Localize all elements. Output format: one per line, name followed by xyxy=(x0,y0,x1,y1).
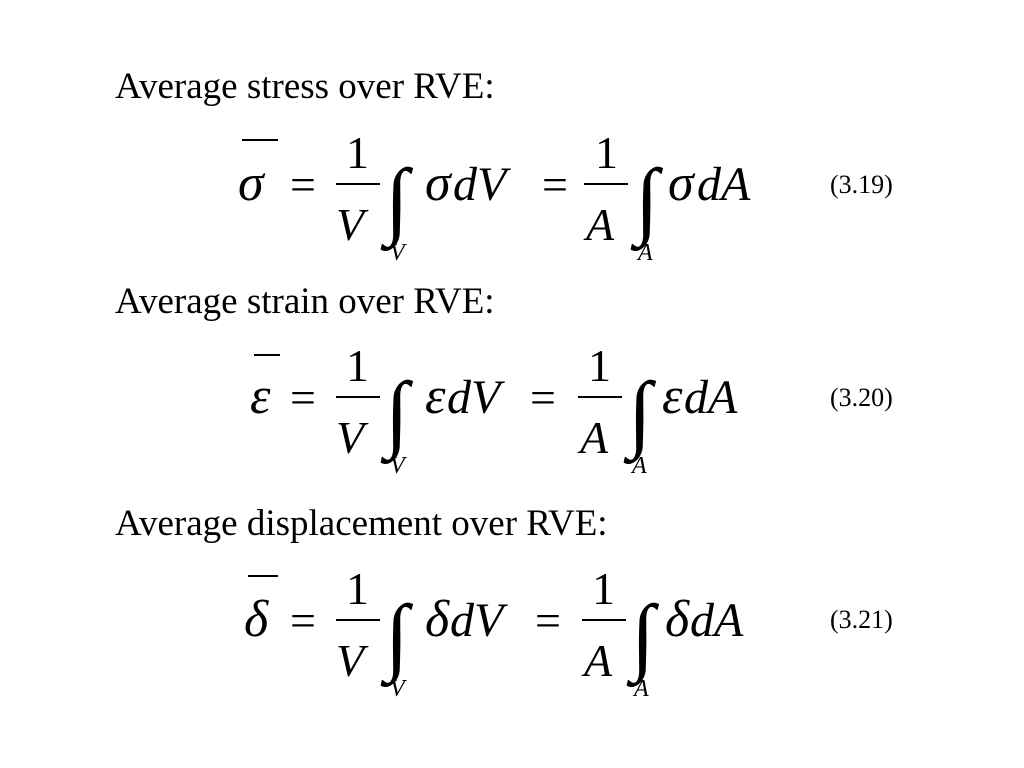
integral-subscript: V xyxy=(390,676,407,702)
strain-equation-graphic: ε = 1 V ∫ V ε dV = 1 A ∫ A ε dA xyxy=(250,340,738,479)
equation-number-3-19: (3.19) xyxy=(830,170,893,199)
fraction-denominator: V xyxy=(336,199,369,250)
fraction-numerator-2: 1 xyxy=(595,127,618,178)
fraction-denominator-2: A xyxy=(583,199,615,250)
strain-heading: Average strain over RVE: xyxy=(115,281,495,322)
fraction-denominator: V xyxy=(336,412,369,463)
stress-heading: Average stress over RVE: xyxy=(115,66,495,107)
integral-subscript: V xyxy=(390,240,407,266)
displacement-equation: δ = 1 V ∫ V δ dV = 1 A ∫ A δ dA xyxy=(0,548,1024,702)
fraction-numerator: 1 xyxy=(346,563,369,614)
integral-sign-2: ∫ xyxy=(626,587,660,688)
displacement-heading: Average displacement over RVE: xyxy=(115,503,608,544)
stress-equation-graphic: σ = 1 V ∫ V σ dV = 1 A ∫ A σ dA xyxy=(238,127,751,266)
equation-number-3-20: (3.20) xyxy=(830,383,893,412)
equals-sign: = xyxy=(290,372,316,423)
equals-sign-2: = xyxy=(530,372,556,423)
integrand-differential-2: dA xyxy=(684,371,738,424)
integrand-symbol-2: σ xyxy=(668,155,696,212)
integral-sign: ∫ xyxy=(380,587,414,688)
equals-sign: = xyxy=(290,595,316,646)
fraction-numerator: 1 xyxy=(346,127,369,178)
integral-sign-2: ∫ xyxy=(623,364,657,465)
integral-sign: ∫ xyxy=(380,364,414,465)
integrand-differential: dV xyxy=(453,158,511,211)
fraction-numerator-2: 1 xyxy=(592,563,615,614)
integral-subscript-2: A xyxy=(636,240,653,266)
integrand-differential-2: dA xyxy=(697,158,751,211)
fraction-denominator-2: A xyxy=(581,635,613,686)
equals-sign-2: = xyxy=(542,159,568,210)
lhs-symbol: σ xyxy=(238,155,266,212)
lhs-symbol: ε xyxy=(250,368,271,425)
integrand-differential-2: dA xyxy=(690,594,744,647)
equals-sign-2: = xyxy=(535,595,561,646)
equals-sign: = xyxy=(290,159,316,210)
fraction-denominator: V xyxy=(336,635,369,686)
integrand-symbol-2: ε xyxy=(662,368,683,425)
equation-number-3-21: (3.21) xyxy=(830,605,893,634)
integrand-symbol: δ xyxy=(425,591,450,648)
fraction-numerator-2: 1 xyxy=(588,340,611,391)
stress-equation: σ = 1 V ∫ V σ dV = 1 A ∫ A σ dA xyxy=(0,110,1024,266)
integral-sign-2: ∫ xyxy=(630,151,664,252)
integral-subscript-2: A xyxy=(632,676,649,702)
integrand-differential: dV xyxy=(450,594,508,647)
integrand-symbol: ε xyxy=(425,368,446,425)
strain-equation: ε = 1 V ∫ V ε dV = 1 A ∫ A ε dA xyxy=(0,325,1024,479)
integral-subscript: V xyxy=(390,453,407,479)
integral-subscript-2: A xyxy=(630,453,647,479)
fraction-numerator: 1 xyxy=(346,340,369,391)
integrand-symbol-2: δ xyxy=(665,591,690,648)
integrand-differential: dV xyxy=(447,371,505,424)
integral-sign: ∫ xyxy=(380,151,414,252)
lhs-symbol: δ xyxy=(244,591,269,648)
integrand-symbol: σ xyxy=(425,155,453,212)
fraction-denominator-2: A xyxy=(577,412,609,463)
displacement-equation-graphic: δ = 1 V ∫ V δ dV = 1 A ∫ A δ dA xyxy=(244,563,744,702)
